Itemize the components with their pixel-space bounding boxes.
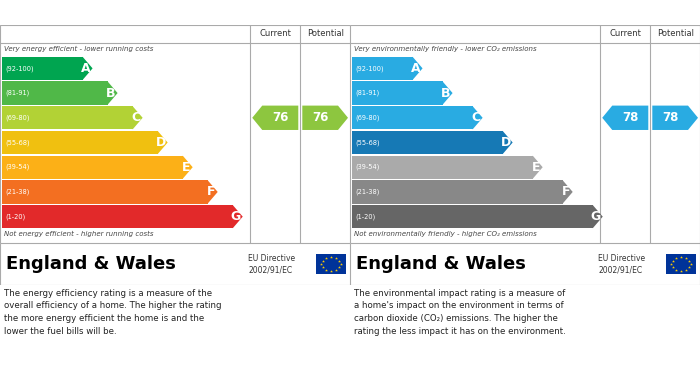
Polygon shape [533, 156, 542, 179]
Text: Current: Current [259, 29, 291, 38]
Polygon shape [352, 57, 412, 80]
Polygon shape [208, 180, 218, 204]
Text: (81-91): (81-91) [355, 90, 379, 96]
Polygon shape [412, 57, 423, 80]
Text: EU Directive
2002/91/EC: EU Directive 2002/91/EC [598, 254, 645, 274]
Text: 78: 78 [622, 111, 638, 124]
Text: 76: 76 [272, 111, 288, 124]
Text: England & Wales: England & Wales [356, 255, 526, 273]
Text: The environmental impact rating is a measure of
a home's impact on the environme: The environmental impact rating is a mea… [354, 289, 566, 335]
Text: (92-100): (92-100) [355, 65, 384, 72]
Text: (21-38): (21-38) [355, 189, 379, 195]
Text: B: B [106, 86, 116, 100]
Text: D: D [500, 136, 511, 149]
Text: A: A [411, 62, 421, 75]
Text: 78: 78 [662, 111, 678, 124]
Polygon shape [352, 156, 533, 179]
Text: Current: Current [609, 29, 641, 38]
Text: B: B [441, 86, 451, 100]
Polygon shape [352, 205, 593, 228]
Text: (1-20): (1-20) [355, 213, 375, 220]
Text: Not energy efficient - higher running costs: Not energy efficient - higher running co… [4, 231, 153, 237]
Text: Very energy efficient - lower running costs: Very energy efficient - lower running co… [4, 46, 153, 52]
Text: Energy Efficiency Rating: Energy Efficiency Rating [6, 6, 169, 19]
Text: (69-80): (69-80) [355, 115, 379, 121]
Polygon shape [158, 131, 168, 154]
Polygon shape [132, 106, 143, 129]
Polygon shape [2, 205, 232, 228]
Text: (55-68): (55-68) [5, 139, 29, 146]
Text: (1-20): (1-20) [5, 213, 25, 220]
Text: A: A [81, 62, 90, 75]
Polygon shape [2, 156, 183, 179]
Text: Potential: Potential [307, 29, 344, 38]
Polygon shape [2, 81, 108, 105]
Text: Environmental Impact (CO₂) Rating: Environmental Impact (CO₂) Rating [356, 6, 589, 19]
Polygon shape [593, 205, 603, 228]
Text: G: G [230, 210, 241, 223]
Text: D: D [155, 136, 166, 149]
Polygon shape [252, 106, 298, 130]
Text: C: C [472, 111, 481, 124]
Text: 76: 76 [312, 111, 328, 124]
Text: (55-68): (55-68) [355, 139, 379, 146]
Polygon shape [2, 131, 158, 154]
Text: (21-38): (21-38) [5, 189, 29, 195]
Polygon shape [352, 131, 503, 154]
Polygon shape [302, 106, 348, 130]
Text: E: E [182, 161, 190, 174]
Polygon shape [352, 106, 473, 129]
Text: Potential: Potential [657, 29, 694, 38]
Polygon shape [83, 57, 92, 80]
Text: Very environmentally friendly - lower CO₂ emissions: Very environmentally friendly - lower CO… [354, 46, 537, 52]
Polygon shape [442, 81, 453, 105]
Text: F: F [207, 185, 216, 198]
Polygon shape [503, 131, 512, 154]
Text: E: E [532, 161, 540, 174]
Text: The energy efficiency rating is a measure of the
overall efficiency of a home. T: The energy efficiency rating is a measur… [4, 289, 221, 335]
Text: (69-80): (69-80) [5, 115, 29, 121]
Bar [316, 254, 346, 274]
Polygon shape [2, 57, 83, 80]
Polygon shape [232, 205, 243, 228]
Text: Not environmentally friendly - higher CO₂ emissions: Not environmentally friendly - higher CO… [354, 231, 537, 237]
Text: F: F [562, 185, 570, 198]
Polygon shape [602, 106, 648, 130]
Text: (39-54): (39-54) [355, 164, 379, 170]
Text: EU Directive
2002/91/EC: EU Directive 2002/91/EC [248, 254, 295, 274]
Text: (39-54): (39-54) [5, 164, 29, 170]
Text: G: G [591, 210, 601, 223]
Polygon shape [563, 180, 573, 204]
Polygon shape [473, 106, 482, 129]
Polygon shape [2, 106, 132, 129]
Polygon shape [2, 180, 208, 204]
Bar [666, 254, 696, 274]
Polygon shape [652, 106, 698, 130]
Text: C: C [132, 111, 141, 124]
Polygon shape [183, 156, 193, 179]
Text: (92-100): (92-100) [5, 65, 34, 72]
Polygon shape [108, 81, 118, 105]
Text: (81-91): (81-91) [5, 90, 29, 96]
Polygon shape [352, 180, 563, 204]
Polygon shape [352, 81, 442, 105]
Text: England & Wales: England & Wales [6, 255, 176, 273]
